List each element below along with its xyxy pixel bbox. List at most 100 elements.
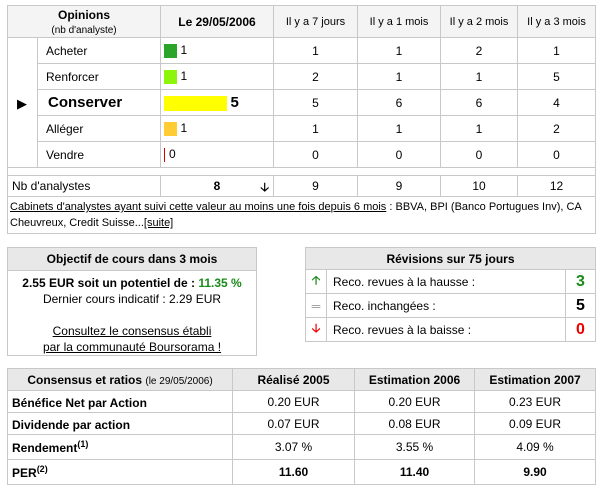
- opinion-count: 1: [180, 69, 188, 84]
- ratio-row: PER(2) 11.60 11.40 9.90: [7, 459, 596, 485]
- opinion-label: Alléger: [37, 115, 161, 142]
- revision-label: Reco. revues à la hausse :: [326, 269, 566, 294]
- opinion-count: 0: [169, 147, 176, 162]
- ratio-value: 3.55 %: [354, 434, 475, 460]
- ratio-value: 0.23 EUR: [474, 390, 596, 413]
- revisions-title: Révisions sur 75 jours: [304, 247, 597, 270]
- opinion-row: Renforcer 1 2 1 1 5: [8, 63, 596, 90]
- opinion-history: 2: [273, 63, 358, 90]
- ratio-footnote-ref: (2): [36, 464, 48, 474]
- ratio-value: 0.07 EUR: [232, 412, 355, 435]
- ratio-row: Dividende par action 0.07 EUR 0.08 EUR 0.09…: [7, 412, 596, 435]
- revision-value: 3: [564, 269, 597, 294]
- opinion-history: 1: [273, 115, 358, 142]
- objectif-title: Objectif de cours dans 3 mois: [7, 247, 257, 271]
- total-2m: 10: [440, 175, 518, 197]
- total-1m: 9: [357, 175, 441, 197]
- opinion-bar: [164, 43, 177, 58]
- ratio-footnote-ref: (1): [77, 439, 89, 449]
- total-7j: 9: [273, 175, 358, 197]
- objectif-box: Objectif de cours dans 3 mois 2.55 EUR s…: [7, 247, 257, 356]
- ratio-label: Bénéfice Net par Action: [12, 395, 147, 410]
- opinion-history: 1: [357, 63, 441, 90]
- arrow-down-icon: 🡣: [305, 317, 327, 342]
- opinion-bar: [164, 147, 165, 162]
- col-1m: Il y a 1 mois: [357, 5, 441, 38]
- consensus-link-2[interactable]: par la communauté Boursorama !: [42, 340, 222, 354]
- col-2m: Il y a 2 mois: [440, 5, 518, 38]
- ratio-value: 11.40: [354, 459, 475, 485]
- col-3m: Il y a 3 mois: [517, 5, 596, 38]
- opinion-history: 2: [440, 37, 518, 64]
- ratio-value: 0.09 EUR: [474, 412, 596, 435]
- opinion-bar: [164, 95, 227, 111]
- opinion-history: 5: [517, 63, 596, 90]
- opinions-title: Opinions: [58, 7, 110, 22]
- opinion-history: 2: [517, 115, 596, 142]
- opinion-label: Vendre: [37, 141, 161, 168]
- opinion-history: 1: [517, 37, 596, 64]
- target-price: 2.55 EUR soit un potentiel de :: [22, 276, 199, 290]
- revisions-box: Révisions sur 75 jours 🡡 Reco. revues à l…: [304, 247, 597, 342]
- opinion-label: Renforcer: [37, 63, 161, 90]
- opinion-row: Alléger 1 1 1 1 2: [8, 115, 596, 142]
- opinion-row: Vendre 0 0 0 0 0: [8, 141, 596, 168]
- opinion-history: 0: [273, 141, 358, 168]
- col-2007: Estimation 2007: [474, 368, 596, 391]
- revision-value: 5: [564, 293, 597, 318]
- last-price: Dernier cours indicatif : 2.29 EUR: [42, 292, 222, 306]
- current-date: Le 29/05/2006: [178, 14, 256, 29]
- opinion-bar: [164, 121, 177, 136]
- ratios-table: Consensus et ratios (le 29/05/2006) Réal…: [7, 368, 596, 485]
- ratio-row: Rendement(1) 3.07 % 3.55 % 4.09 %: [7, 434, 596, 460]
- opinion-row: Conserver 5 5 6 6 4: [8, 89, 596, 116]
- opinion-history: 1: [440, 115, 518, 142]
- opinion-history: 1: [273, 37, 358, 64]
- revision-label: Reco. revues à la baisse :: [326, 317, 566, 342]
- opinion-bar: [164, 69, 177, 84]
- analysts-list: : BBVA, BPI (Banco Portugues Inv), CA Ch…: [10, 201, 582, 229]
- revision-label: Reco. inchangées :: [326, 293, 566, 318]
- consensus-link-1[interactable]: Consultez le consensus établi: [52, 324, 212, 338]
- opinion-history: 6: [440, 89, 518, 116]
- col-2005: Réalisé 2005: [232, 368, 355, 391]
- col-7j: Il y a 7 jours: [273, 5, 358, 38]
- potential-value: 11.35 %: [198, 276, 242, 290]
- ratio-value: 9.90: [474, 459, 596, 485]
- opinion-history: 0: [440, 141, 518, 168]
- ratios-date: (le 29/05/2006): [145, 375, 213, 387]
- ratio-value: 3.07 %: [232, 434, 355, 460]
- analysts-link[interactable]: Cabinets d'analystes ayant suivi cette v…: [10, 201, 387, 213]
- opinion-history: 1: [357, 115, 441, 142]
- opinion-history: 6: [357, 89, 441, 116]
- opinion-row: ▶ Acheter 1 1 1 2 1: [7, 37, 596, 168]
- opinion-count: 5: [230, 94, 239, 111]
- ratio-value: 11.60: [232, 459, 355, 485]
- total-label: Nb d'analystes: [7, 175, 161, 197]
- ratios-title: Consensus et ratios: [27, 372, 143, 387]
- equals-icon: ═: [305, 293, 327, 318]
- sort-down-arrow-icon[interactable]: 🡣: [260, 180, 269, 194]
- total-row: Nb d'analystes 8 🡣 9 9 10 12: [7, 175, 596, 197]
- opinion-history: 1: [357, 37, 441, 64]
- opinion-history: 5: [273, 89, 358, 116]
- opinion-count: 1: [180, 43, 188, 58]
- ratio-label: PER: [12, 466, 37, 480]
- ratio-row: Bénéfice Net par Action 0.20 EUR 0.20 EUR 0…: [7, 390, 596, 413]
- ratio-label: Dividende par action: [12, 417, 131, 432]
- more-link[interactable]: [suite]: [143, 217, 174, 229]
- opinion-history: 0: [357, 141, 441, 168]
- ratio-value: 0.20 EUR: [232, 390, 355, 413]
- opinion-label: Conserver: [37, 89, 161, 116]
- total-3m: 12: [517, 175, 596, 197]
- ratio-value: 0.20 EUR: [354, 390, 475, 413]
- selected-arrow-icon: ▶: [17, 96, 27, 111]
- opinions-table: Opinions (nb d'analyste) Le 29/05/2006 Il…: [7, 5, 596, 234]
- opinions-subtitle: (nb d'analyste): [51, 24, 117, 36]
- opinion-label: Acheter: [37, 37, 161, 64]
- analysts-footnote: Cabinets d'analystes ayant suivi cette v…: [7, 196, 596, 234]
- revision-value: 0: [564, 317, 597, 342]
- ratio-label: Rendement: [12, 441, 78, 455]
- opinion-count: 1: [180, 121, 188, 136]
- opinion-history: 0: [517, 141, 596, 168]
